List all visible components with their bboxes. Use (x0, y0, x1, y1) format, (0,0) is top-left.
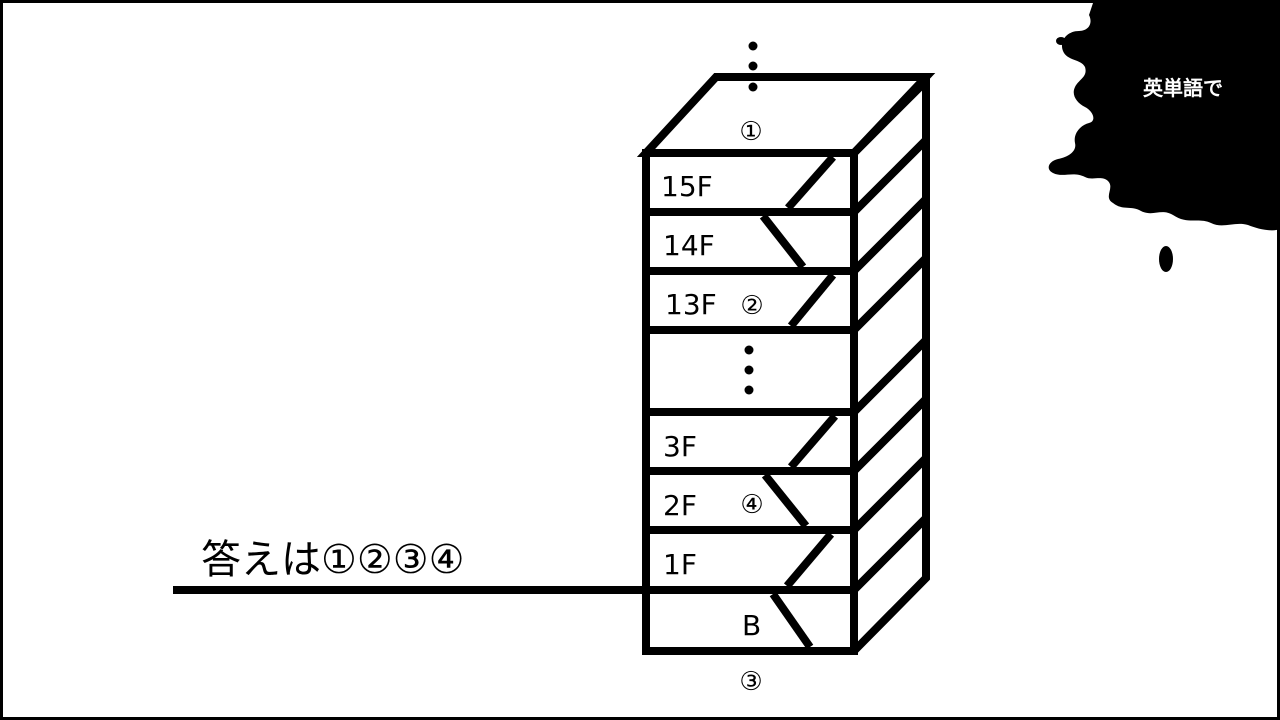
marker-2: ② (740, 291, 763, 321)
building-diagram: 英単語で 答えは①②③④ (173, 3, 1277, 697)
marker-4: ④ (740, 490, 763, 520)
stair-slash (787, 413, 839, 470)
stair-slash (783, 531, 835, 589)
floor-label-13f: 13F (665, 288, 717, 321)
floor-label-b: B (742, 609, 761, 642)
stair-slash (785, 154, 836, 211)
building (636, 73, 936, 655)
floor-label-2f: 2F (663, 489, 697, 522)
marker-3: ③ (739, 667, 762, 697)
side-diagonal (851, 515, 929, 593)
side-diagonal (851, 137, 929, 215)
ink-splash-shape (1048, 3, 1277, 231)
floor-label-14f: 14F (663, 229, 715, 262)
side-diagonal (851, 337, 929, 415)
ink-splash-badge: 英単語で (1048, 3, 1277, 272)
ink-drop (1056, 37, 1066, 45)
floor-label-15f: 15F (661, 170, 713, 203)
side-diagonal (851, 255, 929, 333)
building-side (851, 77, 930, 654)
answer-text: 答えは①②③④ (201, 537, 464, 583)
top-ellipsis (748, 41, 758, 92)
stair-slash (761, 472, 810, 529)
building-roof (636, 73, 936, 157)
ink-drop (1159, 246, 1173, 272)
floor-label-1f: 1F (663, 548, 697, 581)
stair-slash (759, 213, 807, 270)
building-front (642, 149, 858, 655)
marker-1: ① (739, 117, 762, 147)
middle-ellipsis (744, 345, 754, 395)
stair-slash (787, 272, 837, 329)
badge-text: 英単語で (1143, 76, 1223, 100)
side-diagonal (851, 396, 929, 474)
side-diagonal (851, 196, 929, 274)
side-diagonal (851, 455, 929, 533)
stair-slash (769, 591, 814, 650)
floor-label-3f: 3F (663, 430, 697, 463)
side-diagonal (851, 78, 929, 156)
